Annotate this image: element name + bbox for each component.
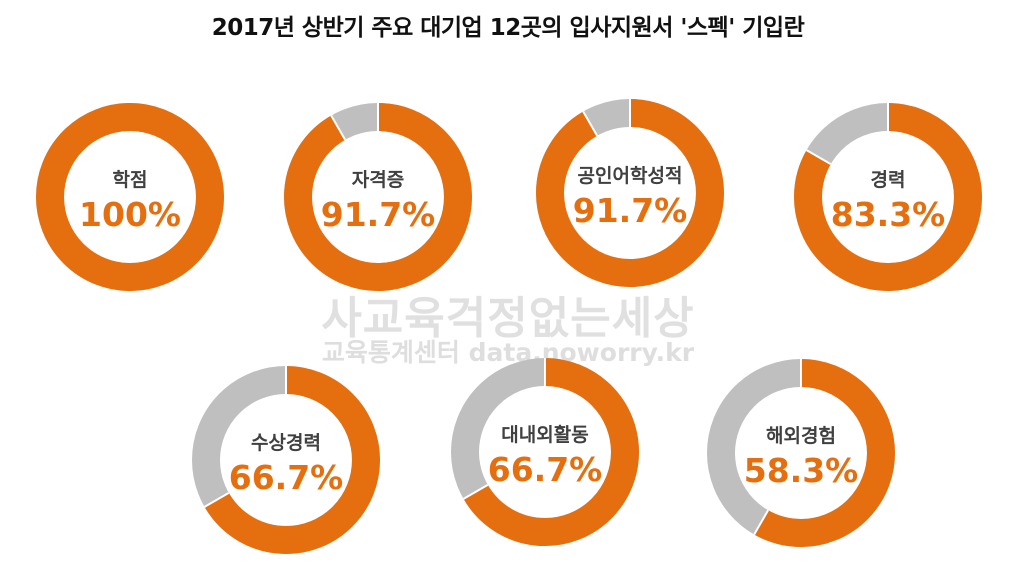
donut-svg [536, 99, 724, 287]
watermark-url: 교육통계센터 data.noworry.kr [321, 338, 695, 367]
donut-chart-career: 경력 83.3% [788, 97, 988, 297]
donut-percentage: 91.7% [572, 191, 688, 230]
donut-percentage: 100% [79, 195, 181, 234]
donut-svg [284, 103, 472, 291]
donut-percentage: 91.7% [320, 195, 436, 234]
donut-chart-awards: 수상경력 66.7% [186, 360, 386, 560]
donut-chart-activities: 대내외활동 66.7% [445, 352, 645, 552]
watermark-brand: 사교육걱정없는세상 [321, 293, 695, 344]
donut-percentage: 66.7% [487, 450, 603, 489]
slice-separator [805, 149, 832, 165]
slice-separator [753, 509, 769, 536]
chart-title: 2017년 상반기 주요 대기업 12곳의 입사지원서 '스펙' 기입란 [211, 15, 805, 41]
donut-label: 자격증 [351, 169, 405, 191]
donut-value-slice [36, 103, 224, 291]
donut-svg [707, 359, 895, 547]
donut-label: 학점 [112, 169, 148, 191]
slice-separator [330, 114, 346, 141]
donut-label: 해외경험 [766, 425, 836, 447]
donut-label: 공인어학성적 [577, 165, 683, 187]
donut-chart-language-score: 공인어학성적 91.7% [530, 93, 730, 293]
donut-label: 경력 [870, 169, 906, 191]
slice-separator [582, 110, 598, 137]
slice-separator [462, 484, 489, 500]
donut-percentage: 58.3% [743, 451, 859, 490]
donut-chart-overseas: 해외경험 58.3% [701, 353, 901, 553]
donut-percentage: 66.7% [228, 458, 344, 497]
donut-label: 대내외활동 [501, 424, 589, 446]
donut-svg [451, 358, 639, 546]
donut-svg [192, 366, 380, 554]
donut-svg [36, 103, 224, 291]
donut-percentage: 83.3% [830, 195, 946, 234]
donut-chart-certificate: 자격증 91.7% [278, 97, 478, 297]
donut-chart-gpa: 학점 100% [30, 97, 230, 297]
donut-svg [794, 103, 982, 291]
donut-label: 수상경력 [251, 432, 321, 454]
slice-separator [203, 492, 230, 508]
